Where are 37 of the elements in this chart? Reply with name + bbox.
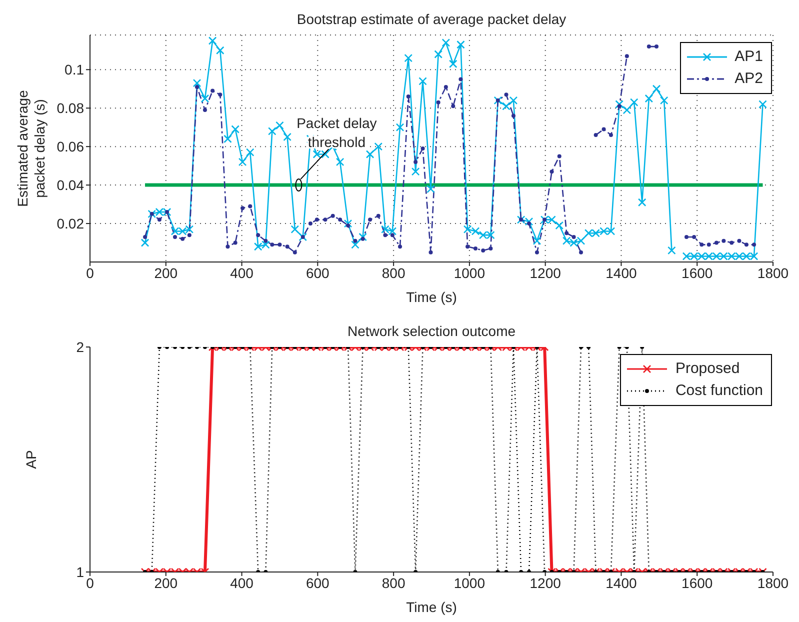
x-tick-label: 1000 [454, 574, 486, 591]
x-tick-label: 800 [382, 574, 406, 591]
x-tick-label: 0 [86, 264, 94, 281]
legend-label: AP2 [734, 69, 763, 89]
x-tick-label: 1200 [530, 574, 562, 591]
x-axis-title: Time (s) [406, 599, 457, 615]
y-tick-label: 2 [76, 338, 84, 355]
x-tick-label: 1600 [682, 264, 713, 281]
x-axis-title: Time (s) [406, 289, 457, 305]
legend-label: Proposed [675, 359, 740, 379]
y-axis-title: Estimated average packet delay (s) [14, 90, 48, 207]
x-tick-label: 400 [230, 264, 254, 281]
chart-title: Network selection outcome [346, 323, 517, 339]
y-tick-label: 1 [76, 564, 84, 580]
x-tick-label: 0 [86, 574, 94, 591]
x-tick-label: 200 [154, 264, 178, 281]
x-tick-label: 1800 [757, 574, 789, 591]
y-tick-label: 0.04 [56, 177, 84, 194]
y-tick-label: 0.06 [56, 138, 84, 155]
x-tick-label: 1200 [530, 264, 562, 281]
y-axis-title: AP [23, 450, 39, 469]
x-tick-label: 1800 [757, 264, 789, 281]
x-tick-label: 1600 [682, 574, 713, 591]
y-tick-label: 0.08 [56, 100, 84, 116]
legend-label: AP1 [734, 47, 763, 67]
y-tick-label: 0.1 [64, 62, 84, 78]
y-tick-label: 0.02 [56, 215, 84, 232]
x-tick-label: 1400 [606, 264, 638, 281]
x-tick-label: 200 [154, 574, 178, 591]
x-tick-label: 600 [306, 574, 330, 591]
legend-label: Cost function [675, 381, 763, 401]
x-tick-label: 400 [230, 574, 254, 591]
x-tick-label: 1400 [606, 574, 638, 591]
x-tick-label: 600 [306, 264, 330, 281]
x-tick-label: 800 [382, 264, 406, 281]
x-tick-label: 1000 [454, 264, 486, 281]
chart-title: Bootstrap estimate of average packet delay [296, 11, 568, 27]
